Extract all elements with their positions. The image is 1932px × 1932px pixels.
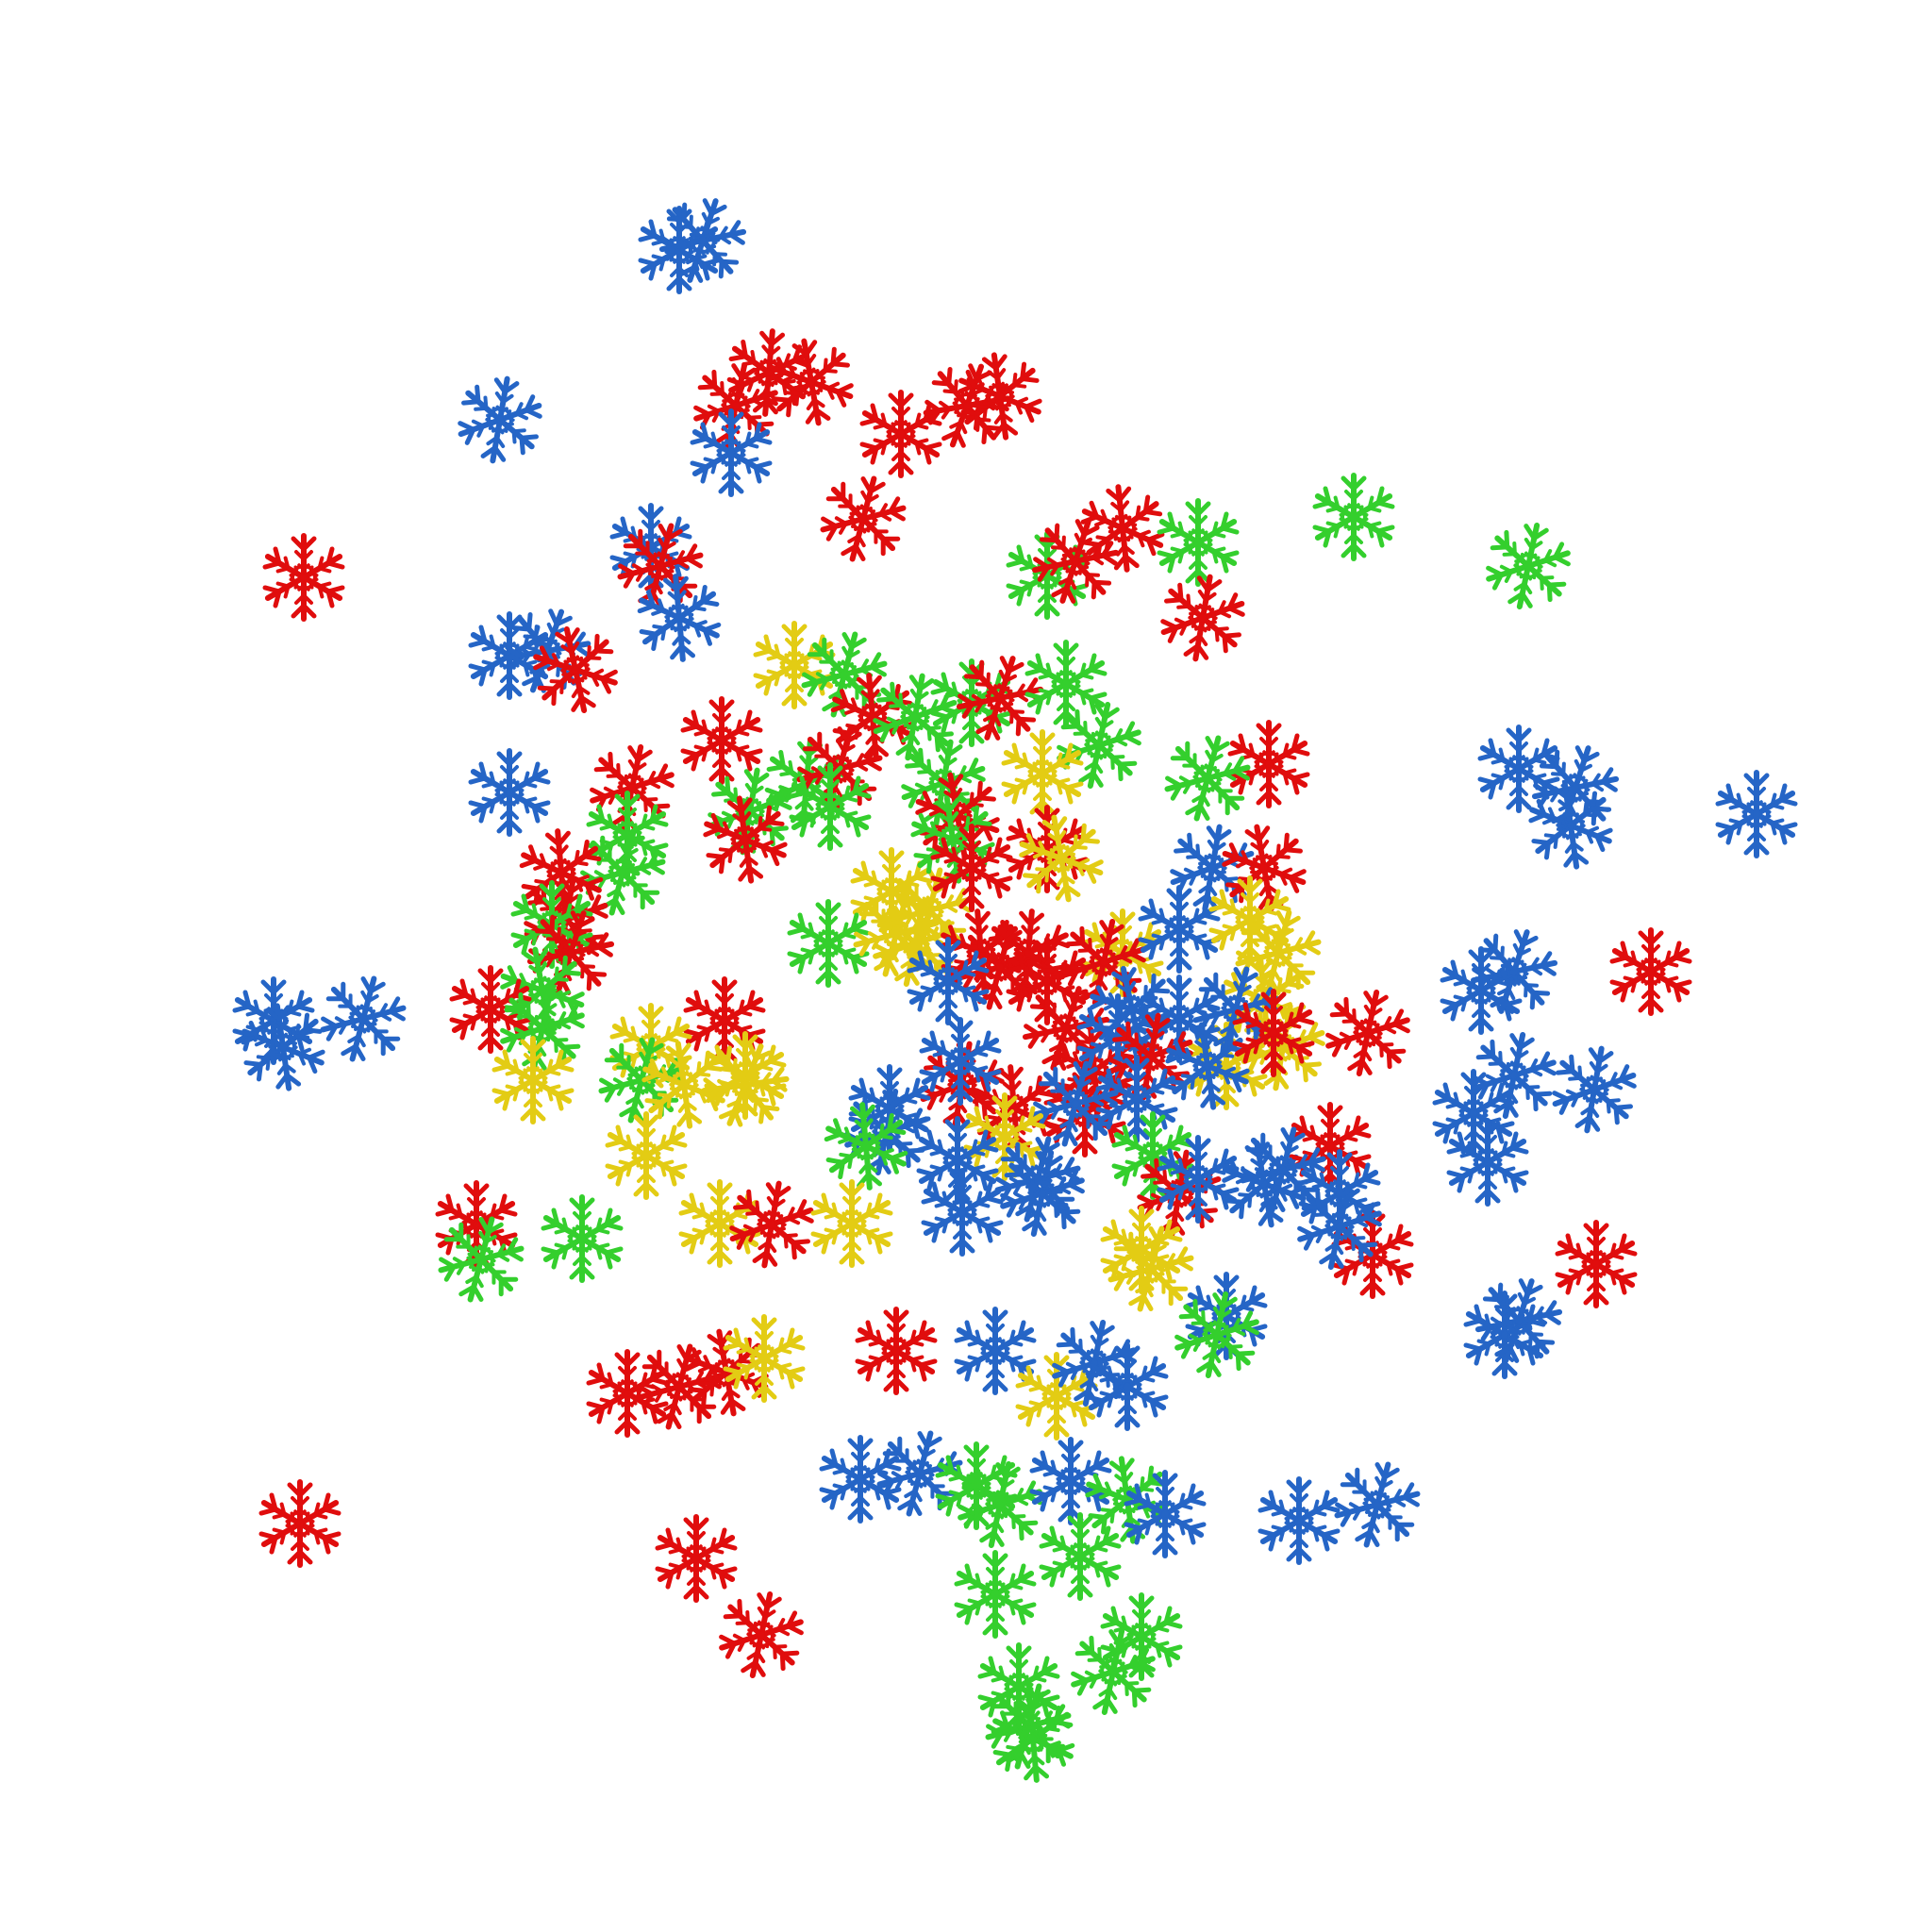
- snowflake-icon: [1479, 517, 1577, 615]
- snowflake-icon: [680, 699, 762, 782]
- snowflake-icon: [1001, 732, 1083, 815]
- snowflake-icon: [1039, 1515, 1121, 1598]
- snowflake-icon: [690, 411, 772, 494]
- snowflake-icon: [651, 189, 755, 293]
- snowflake-icon: [789, 765, 871, 848]
- snowflake-icon: [723, 1317, 805, 1400]
- snowflake-icon: [452, 372, 547, 468]
- snowflake-icon: [1024, 642, 1107, 725]
- snowflake-icon: [1715, 773, 1797, 856]
- snowflake-icon: [430, 1208, 531, 1310]
- snowflake-icon: [541, 1197, 623, 1280]
- snowflake-icon: [930, 826, 1012, 909]
- snowflake-icon: [628, 1336, 729, 1438]
- snowflake-icon: [954, 1553, 1036, 1636]
- snowflake-icon: [1524, 778, 1618, 872]
- snowflake-icon: [1086, 1345, 1168, 1428]
- snowflake-icon: [1446, 1121, 1528, 1204]
- snowflake-icon: [1467, 1269, 1571, 1374]
- snowflake-icon: [1609, 930, 1691, 1013]
- snowflake-icon: [1319, 984, 1417, 1082]
- snowflake-icon: [1157, 501, 1239, 584]
- snowflake-icon: [812, 468, 913, 570]
- snowflake-icon: [712, 1586, 810, 1684]
- snowflake-icon: [1555, 1223, 1637, 1306]
- snowflake-icon: [312, 968, 413, 1070]
- snowflake-icon: [1312, 475, 1394, 558]
- snowflake-icon: [855, 1309, 937, 1392]
- snowflake-icon: [724, 1176, 819, 1273]
- snowflake-icon: [605, 1114, 687, 1197]
- snowflake-icon: [258, 1482, 341, 1565]
- snowflake-icon: [963, 1095, 1045, 1178]
- snowflake-icon: [1124, 1473, 1206, 1556]
- snowflake-icon: [491, 1039, 574, 1122]
- snowflake-icon: [468, 751, 550, 834]
- snowflake-icon: [1546, 1041, 1641, 1138]
- snowflake-icon: [921, 1171, 1003, 1254]
- snowflake-icon: [655, 1517, 737, 1600]
- snowflake-icon: [1326, 1454, 1427, 1556]
- snowflake-icon: [1257, 1479, 1340, 1562]
- snowflake-icon: [1155, 570, 1250, 666]
- snowflake-icon: [753, 624, 835, 707]
- snowflake-icon: [810, 1182, 892, 1265]
- snowflake-icon: [262, 536, 344, 619]
